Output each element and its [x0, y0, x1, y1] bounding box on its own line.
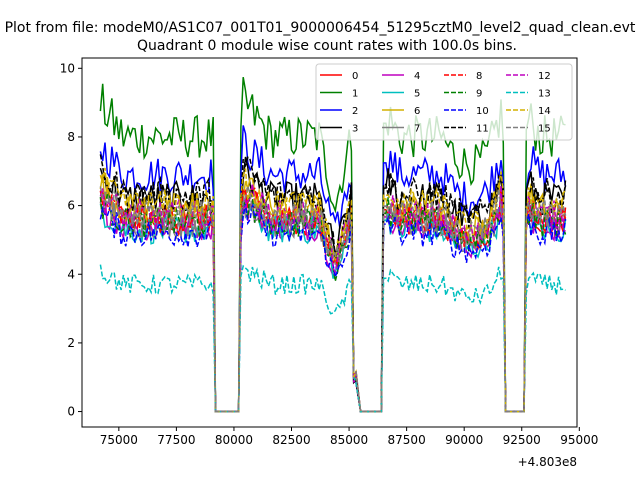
y-tick-label: 0 — [67, 405, 75, 419]
legend-label-module-11: 11 — [476, 124, 489, 135]
legend-label-module-2: 2 — [352, 106, 358, 117]
x-tick-label: 75000 — [100, 433, 138, 447]
series-line-module-2 — [99, 125, 567, 413]
x-tick-label: 90000 — [445, 433, 483, 447]
legend-label-module-9: 9 — [476, 89, 482, 100]
legend-label-module-10: 10 — [476, 106, 489, 117]
y-tick-label: 10 — [60, 61, 75, 75]
legend-label-module-15: 15 — [538, 124, 551, 135]
legend-label-module-5: 5 — [414, 89, 420, 100]
series-line-module-15 — [99, 185, 567, 413]
figure-suptitle: Plot from file: modeM0/AS1C07_001T01_900… — [5, 20, 636, 36]
x-tick-label: 87500 — [388, 433, 426, 447]
legend-label-module-6: 6 — [414, 106, 420, 117]
x-tick-label: 92500 — [503, 433, 541, 447]
x-tick-label: 82500 — [272, 433, 310, 447]
x-tick-label: 85000 — [330, 433, 368, 447]
x-tick-label: 95000 — [560, 433, 598, 447]
x-tick-label: 77500 — [157, 433, 195, 447]
series-line-module-10 — [99, 203, 567, 413]
x-offset-label: +4.803e8 — [518, 455, 577, 469]
legend-label-module-14: 14 — [538, 106, 551, 117]
legend-label-module-12: 12 — [538, 71, 551, 82]
series-line-module-1 — [99, 76, 566, 413]
series-layer — [99, 76, 567, 413]
legend-label-module-3: 3 — [352, 124, 358, 135]
y-tick-label: 6 — [67, 199, 75, 213]
legend-label-module-13: 13 — [538, 89, 551, 100]
chart-title: Quadrant 0 module wise count rates with … — [137, 38, 517, 54]
series-line-module-11 — [99, 154, 567, 413]
y-tick-label: 2 — [67, 336, 75, 350]
series-line-module-13 — [99, 264, 566, 413]
legend-box — [315, 63, 573, 141]
legend-label-module-4: 4 — [414, 71, 420, 82]
plot-frame — [81, 57, 578, 428]
x-tick-label: 80000 — [215, 433, 253, 447]
y-tick-label: 4 — [67, 267, 75, 281]
legend-label-module-8: 8 — [476, 71, 482, 82]
ticks-layer: 75000 77500 80000 82500 85000 87500 90000 92500… — [60, 61, 599, 447]
legend-label-module-0: 0 — [352, 71, 358, 82]
legend-label-module-7: 7 — [414, 124, 420, 135]
y-tick-label: 8 — [67, 130, 75, 144]
legend-label-module-1: 1 — [352, 89, 358, 100]
